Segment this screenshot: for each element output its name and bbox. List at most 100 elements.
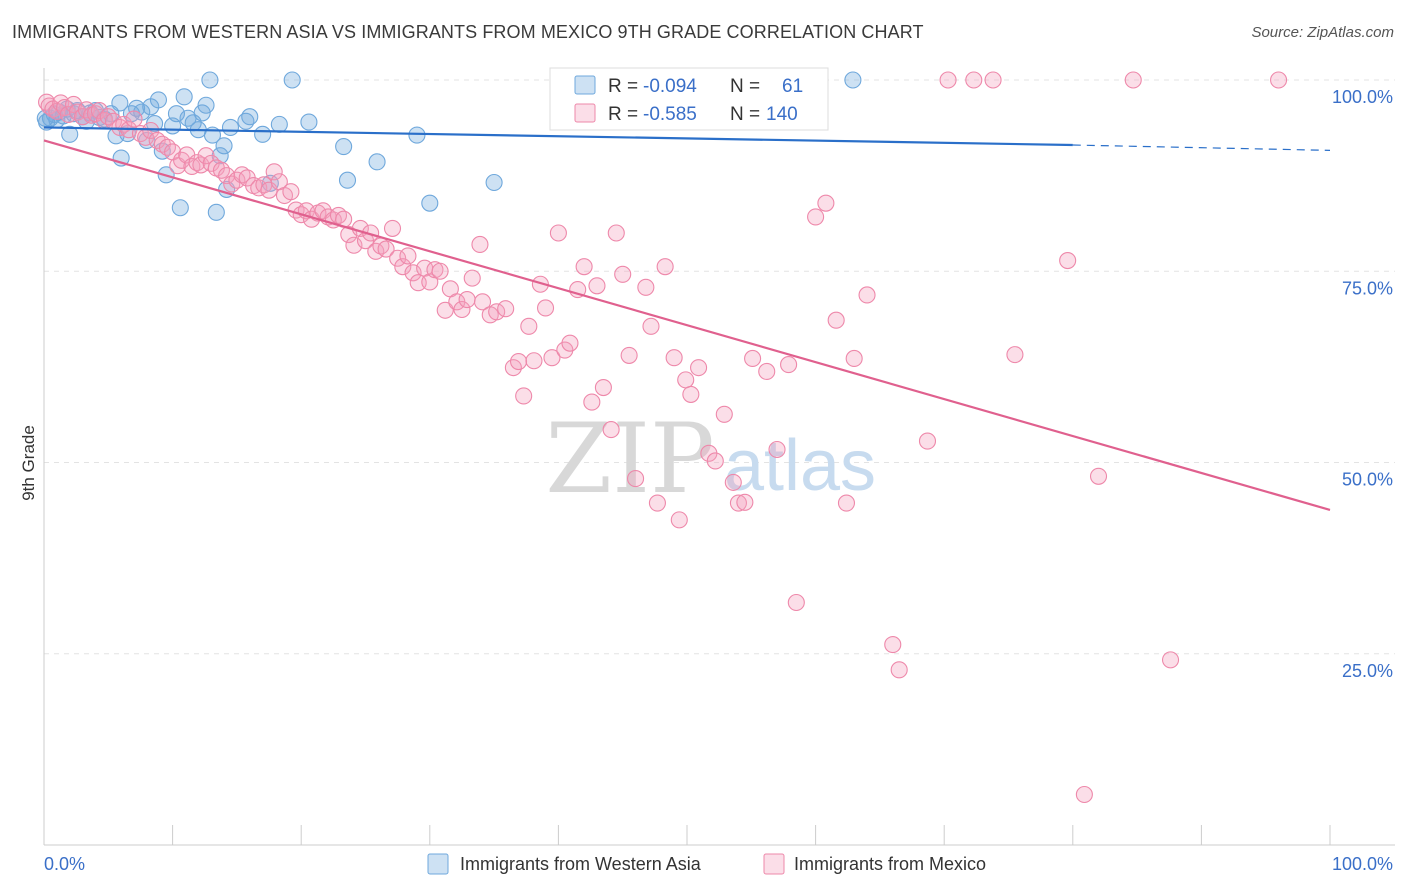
- legend-top-n-value-1: 61: [782, 76, 803, 97]
- data-point: [594, 378, 612, 397]
- data-point: [1161, 651, 1180, 669]
- data-point: [111, 94, 129, 112]
- data-point: [583, 393, 601, 411]
- data-point: [536, 299, 555, 317]
- grid: [44, 79, 1395, 655]
- legend-top-r-value-2: -0.585: [643, 104, 697, 125]
- data-point: [575, 258, 593, 276]
- data-point: [607, 224, 625, 242]
- data-point: [648, 494, 666, 512]
- data-point: [744, 349, 762, 368]
- legend-swatch-mexico: [763, 853, 785, 875]
- data-point: [670, 511, 688, 529]
- data-point: [715, 405, 733, 423]
- series-western-asia: [36, 71, 862, 221]
- legend-top-r-value-1: -0.094: [643, 76, 697, 97]
- data-point: [90, 102, 108, 120]
- y-tick-label: 25.0%: [1342, 661, 1393, 681]
- y-tick-label: 75.0%: [1342, 278, 1393, 298]
- data-point: [515, 387, 533, 405]
- data-point: [171, 199, 189, 217]
- legend-top-r-label-1: R =: [608, 76, 638, 97]
- trend-line-western-asia: [43, 126, 1073, 147]
- data-point: [77, 101, 95, 119]
- data-point: [394, 258, 412, 276]
- data-point: [338, 171, 357, 189]
- data-point: [780, 356, 798, 374]
- data-point: [858, 286, 876, 304]
- legend-top-n-value-2: 140: [766, 104, 798, 125]
- legend-label-western-asia: Immigrants from Western Asia: [460, 854, 702, 874]
- data-point: [436, 301, 454, 319]
- legend-top-n-label-2: N =: [730, 104, 760, 125]
- data-point: [193, 104, 211, 122]
- data-point: [984, 71, 1002, 89]
- data-point: [228, 171, 246, 189]
- data-point: [965, 71, 983, 89]
- data-point: [642, 317, 660, 335]
- data-point: [431, 262, 449, 280]
- legend-top-r-label-2: R =: [608, 104, 638, 125]
- data-point: [724, 473, 742, 491]
- data-point: [768, 440, 786, 459]
- data-point: [233, 166, 251, 184]
- data-point: [1124, 71, 1142, 89]
- trend-lines: [43, 126, 1331, 511]
- legend-top: R = -0.094 N = 61 R = -0.585 N = 140: [549, 67, 829, 131]
- data-point: [556, 341, 574, 359]
- data-point: [758, 362, 776, 381]
- data-point: [837, 494, 856, 512]
- data-point: [627, 470, 645, 488]
- y-tick-label: 50.0%: [1342, 470, 1393, 490]
- watermark-atlas: atlas: [724, 426, 876, 506]
- data-point: [845, 349, 863, 368]
- data-point: [588, 277, 606, 295]
- data-point: [620, 346, 638, 364]
- data-point: [665, 349, 683, 367]
- data-point: [300, 113, 318, 131]
- data-point: [1059, 251, 1077, 270]
- data-point: [561, 334, 579, 352]
- data-point: [125, 110, 143, 128]
- data-point: [158, 138, 177, 156]
- axes: [43, 68, 1395, 846]
- data-point: [367, 242, 385, 260]
- data-point: [602, 421, 620, 439]
- data-point: [690, 359, 708, 377]
- data-point: [149, 91, 168, 109]
- watermark-zip: ZIP: [545, 403, 714, 515]
- data-point: [488, 303, 506, 321]
- legend-bottom: Immigrants from Western Asia Immigrants …: [427, 853, 986, 875]
- data-point: [827, 311, 845, 329]
- data-point: [525, 352, 543, 370]
- data-point: [368, 153, 386, 171]
- data-point: [458, 291, 476, 309]
- data-point: [1270, 71, 1288, 89]
- data-point: [549, 224, 567, 242]
- data-point: [377, 240, 395, 258]
- data-point: [421, 194, 439, 212]
- data-point: [215, 137, 233, 155]
- data-point: [637, 278, 655, 296]
- x-tick-label: 100.0%: [1332, 854, 1393, 874]
- y-axis-label-group: 9th Grade: [19, 425, 38, 501]
- data-point: [270, 115, 288, 133]
- data-point: [65, 95, 83, 114]
- data-point: [283, 71, 301, 89]
- data-point: [656, 258, 674, 276]
- data-point: [485, 173, 503, 192]
- data-point: [389, 249, 407, 267]
- chart-source: Source: ZipAtlas.com: [1251, 24, 1394, 41]
- data-point: [473, 293, 492, 311]
- data-point: [212, 161, 231, 179]
- data-point: [817, 194, 835, 212]
- data-point: [706, 452, 724, 470]
- data-point: [918, 432, 937, 450]
- data-point: [408, 126, 426, 144]
- data-point: [1006, 346, 1024, 364]
- watermark: ZIP atlas: [545, 403, 876, 515]
- data-point: [844, 71, 862, 89]
- data-point: [939, 71, 957, 89]
- data-point: [1089, 467, 1108, 485]
- data-point: [463, 269, 481, 287]
